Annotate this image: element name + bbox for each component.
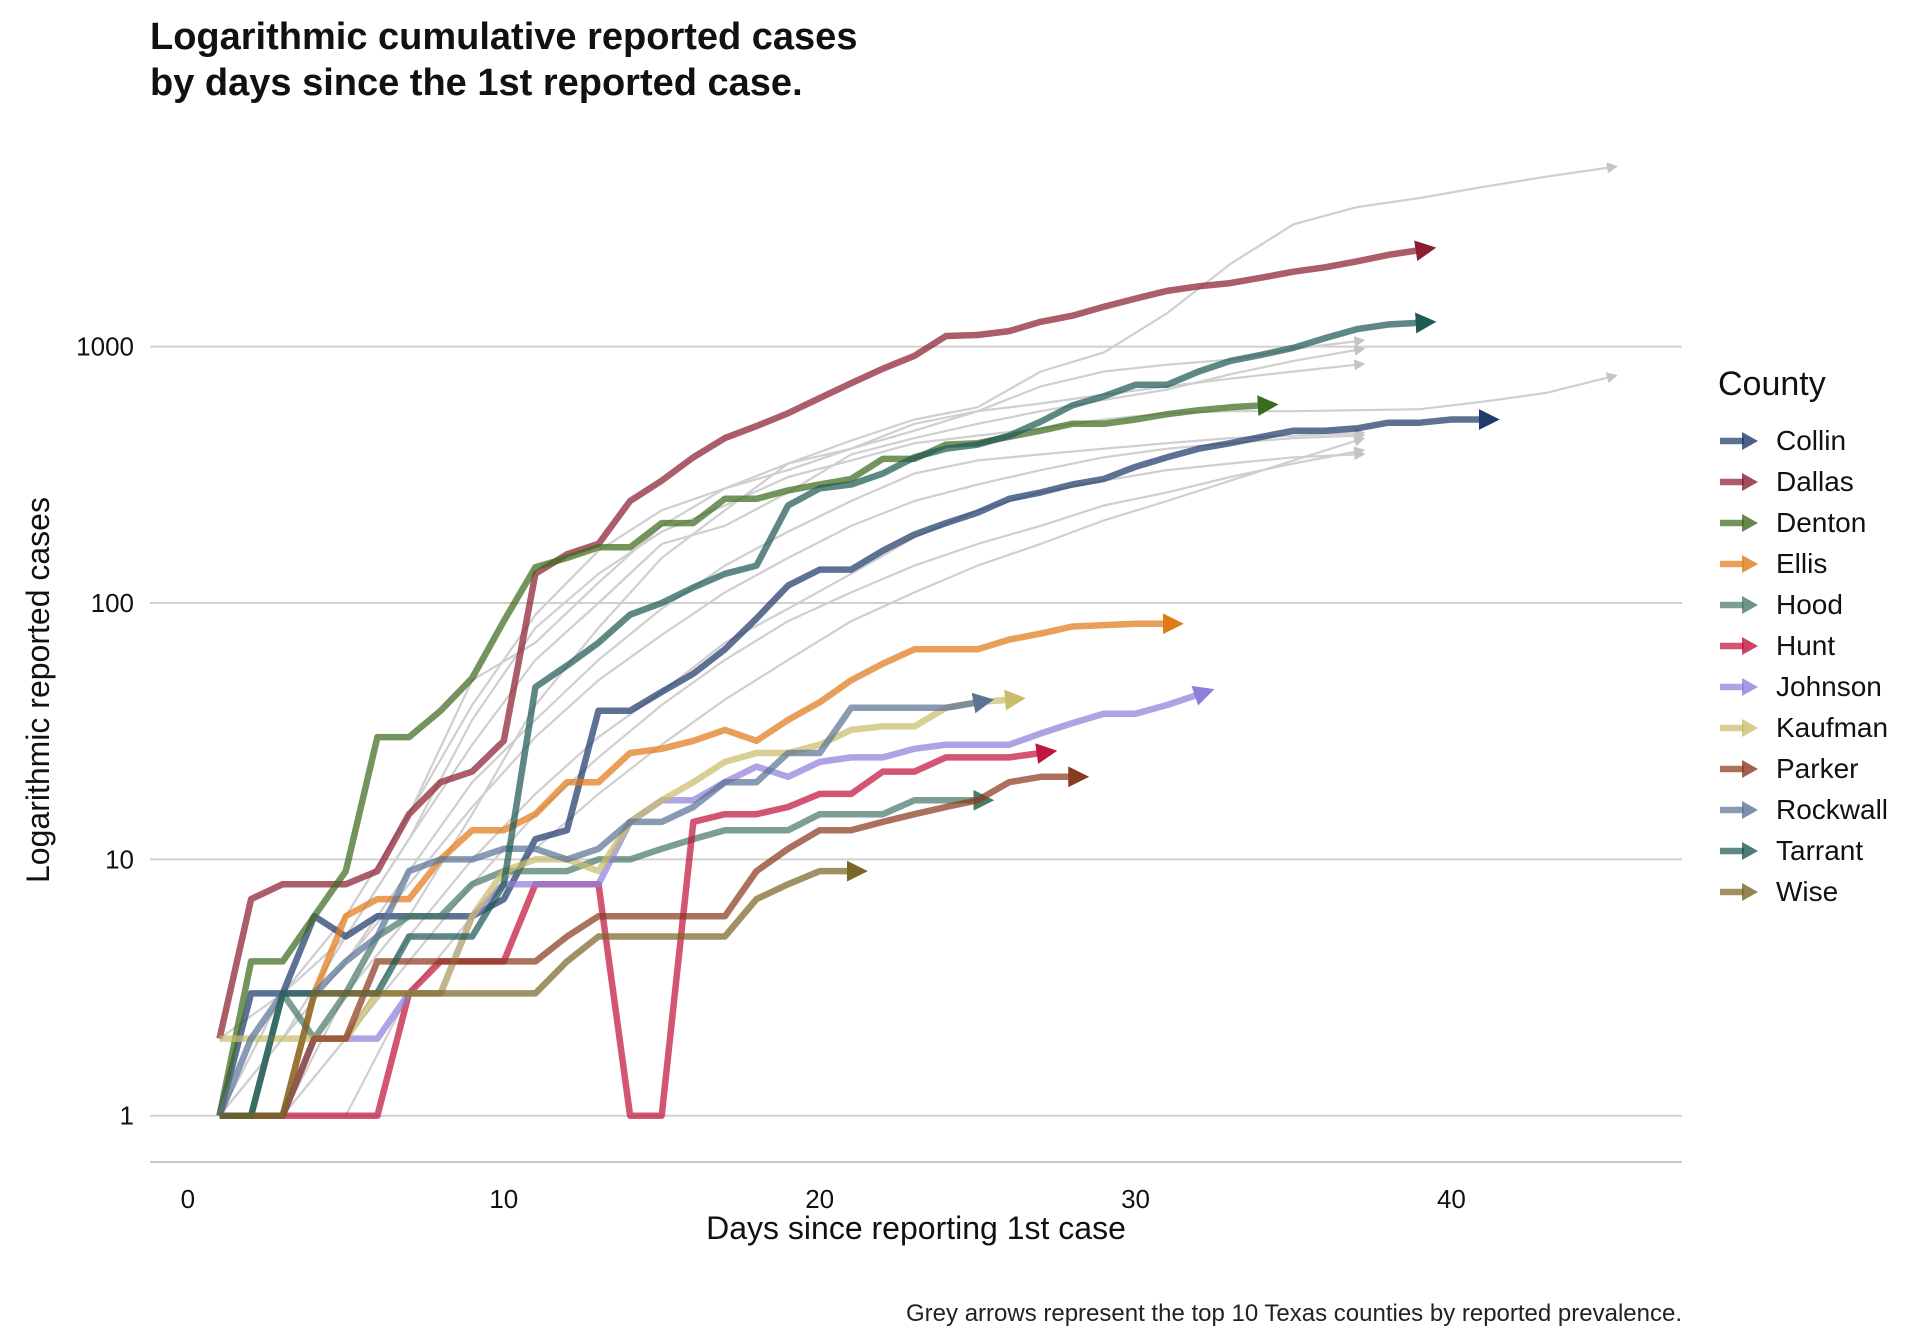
- legend-label: Kaufman: [1776, 711, 1889, 743]
- x-tick-label: 40: [1437, 1184, 1466, 1214]
- legend-swatch: [1720, 882, 1758, 901]
- x-tick-label: 10: [489, 1184, 518, 1214]
- legend-label: Denton: [1776, 506, 1867, 538]
- x-tick-label: 0: [181, 1184, 195, 1214]
- legend-label: Hunt: [1776, 629, 1836, 661]
- legend-items: Collin Dallas Denton Ellis Hood Hunt Johnson Ka…: [1718, 420, 1888, 912]
- legend-swatch: [1720, 472, 1758, 491]
- legend-swatch: [1720, 636, 1758, 655]
- y-tick-label: 100: [91, 588, 134, 618]
- legend-swatch: [1720, 431, 1758, 450]
- legend-swatch: [1720, 595, 1758, 614]
- chart-title-line-2: by days since the 1st reported case.: [150, 62, 803, 104]
- legend-title: County: [1718, 365, 1826, 403]
- caption: Grey arrows represent the top 10 Texas c…: [906, 1300, 1682, 1327]
- legend-label: Hood: [1776, 588, 1843, 620]
- series-line-tarrant: [219, 312, 1437, 1119]
- legend-item-ellis: Ellis: [1718, 543, 1888, 584]
- legend-label: Rockwall: [1776, 793, 1889, 825]
- series-group: [216, 240, 1500, 1119]
- background-series-line: [218, 336, 1366, 1040]
- series-line-parker: [219, 766, 1090, 1119]
- legend-item-hood: Hood: [1718, 584, 1888, 625]
- series-line-collin: [216, 409, 1500, 1117]
- legend-item-dallas: Dallas: [1718, 461, 1888, 502]
- gridlines: [150, 345, 1682, 1117]
- background-series-line: [218, 372, 1618, 1117]
- legend-swatch: [1720, 513, 1758, 532]
- legend-label: Johnson: [1776, 670, 1882, 702]
- legend-swatch: [1720, 554, 1758, 573]
- x-tick-label: 30: [1121, 1184, 1150, 1214]
- y-tick-label: 1000: [76, 332, 134, 362]
- legend-label: Parker: [1776, 752, 1859, 784]
- series-line-rockwall: [216, 692, 994, 1117]
- background-series-line: [218, 162, 1619, 1117]
- series-line-wise: [219, 860, 868, 1119]
- legend-swatch: [1720, 841, 1758, 860]
- legend-label: Collin: [1776, 424, 1847, 456]
- legend-item-denton: Denton: [1718, 502, 1888, 543]
- x-tick-label: 20: [805, 1184, 834, 1214]
- legend-item-collin: Collin: [1718, 420, 1888, 461]
- legend-item-tarrant: Tarrant: [1718, 830, 1888, 871]
- chart-title: Logarithmic cumulative reported cases by…: [150, 14, 857, 106]
- legend-item-parker: Parker: [1718, 748, 1888, 789]
- legend-label: Tarrant: [1776, 834, 1864, 866]
- y-axis-tick-labels: 1 10 100 1000: [76, 332, 134, 1131]
- legend-item-rockwall: Rockwall: [1718, 789, 1888, 830]
- background-series-line: [218, 430, 1366, 1117]
- legend-item-johnson: Johnson: [1718, 666, 1888, 707]
- legend-swatch: [1720, 759, 1758, 778]
- legend-swatch: [1720, 718, 1758, 737]
- legend-item-wise: Wise: [1718, 871, 1888, 912]
- x-axis-tick-labels: 0 10 20 30 40: [181, 1184, 1466, 1214]
- chart-title-line-1: Logarithmic cumulative reported cases: [150, 16, 858, 58]
- legend-swatch: [1720, 677, 1758, 696]
- series-line-ellis: [219, 613, 1184, 1119]
- series-line-hunt: [219, 743, 1058, 1119]
- series-line-denton: [216, 395, 1279, 1117]
- legend-label: Wise: [1776, 875, 1839, 907]
- series-line-dallas: [216, 240, 1437, 1040]
- y-axis-label: Logarithmic reported cases: [20, 497, 56, 883]
- y-tick-label: 10: [105, 844, 134, 874]
- legend-swatch: [1720, 800, 1758, 819]
- legend-item-hunt: Hunt: [1718, 625, 1888, 666]
- legend-label: Ellis: [1776, 547, 1828, 579]
- y-tick-label: 1: [120, 1101, 134, 1131]
- legend-item-kaufman: Kaufman: [1718, 707, 1888, 748]
- legend-label: Dallas: [1776, 465, 1854, 497]
- legend: County Collin Dallas Denton Ellis Hood Hunt Jo…: [1718, 365, 1888, 912]
- x-axis-label: Days since reporting 1st case: [706, 1210, 1126, 1246]
